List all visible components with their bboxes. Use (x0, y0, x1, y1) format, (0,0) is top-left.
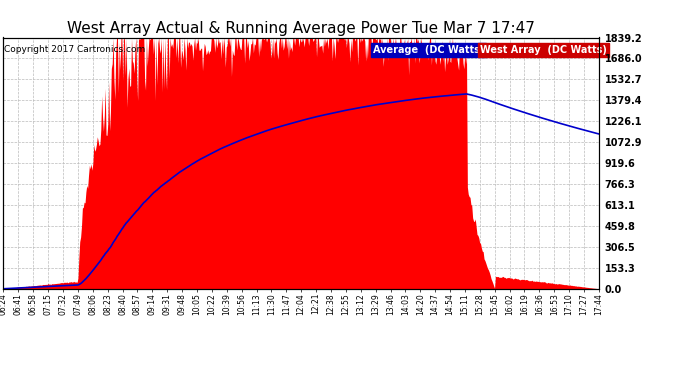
Text: Copyright 2017 Cartronics.com: Copyright 2017 Cartronics.com (4, 45, 146, 54)
Text: West Array  (DC Watts): West Array (DC Watts) (480, 45, 607, 55)
Text: Average  (DC Watts): Average (DC Watts) (373, 45, 484, 55)
Title: West Array Actual & Running Average Power Tue Mar 7 17:47: West Array Actual & Running Average Powe… (67, 21, 535, 36)
